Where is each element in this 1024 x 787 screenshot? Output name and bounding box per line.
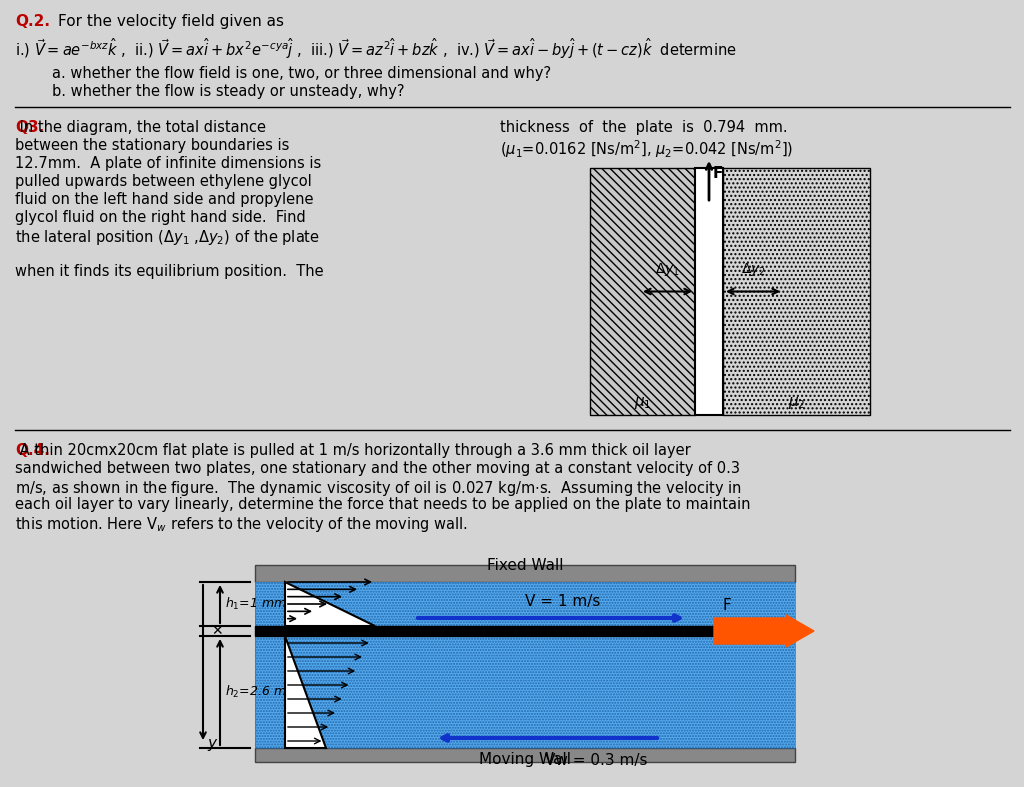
Bar (255, 748, 795, 762)
Text: For the velocity field given as: For the velocity field given as (58, 14, 284, 29)
Text: In the diagram, the total distance: In the diagram, the total distance (15, 120, 266, 135)
Bar (723, 168, 870, 415)
Text: glycol fluid on the right hand side.  Find: glycol fluid on the right hand side. Fin… (15, 210, 306, 225)
Text: when it finds its equilibrium position.  The: when it finds its equilibrium position. … (15, 264, 324, 279)
Bar (255, 636, 795, 748)
Text: Q.4.: Q.4. (15, 443, 50, 458)
Text: b. whether the flow is steady or unsteady, why?: b. whether the flow is steady or unstead… (52, 84, 404, 99)
Text: $\mu_1$: $\mu_1$ (634, 395, 651, 411)
Text: Q.2.: Q.2. (15, 14, 50, 29)
Polygon shape (285, 582, 375, 626)
Text: thickness  of  the  plate  is  0.794  mm.: thickness of the plate is 0.794 mm. (500, 120, 787, 135)
Text: each oil layer to vary linearly, determine the force that needs to be applied on: each oil layer to vary linearly, determi… (15, 497, 751, 512)
Bar (695, 168, 723, 415)
Text: sandwiched between two plates, one stationary and the other moving at a constant: sandwiched between two plates, one stati… (15, 461, 740, 476)
Bar (255, 582, 795, 626)
Bar (255, 626, 714, 636)
Text: i.) $\vec{V} = ae^{-bxz}\hat{k}$ ,  ii.) $\vec{V} = ax\hat{i} + bx^2e^{-cya}\hat: i.) $\vec{V} = ae^{-bxz}\hat{k}$ , ii.) … (15, 36, 736, 61)
Text: F: F (713, 166, 723, 181)
Text: ($\mu_1$=0.0162 [Ns/m$^2$], $\mu_2$=0.042 [Ns/m$^2$]): ($\mu_1$=0.0162 [Ns/m$^2$], $\mu_2$=0.04… (500, 138, 794, 160)
Polygon shape (285, 636, 326, 748)
Text: Vw = 0.3 m/s: Vw = 0.3 m/s (545, 753, 647, 768)
Text: $h_1$=1 mm: $h_1$=1 mm (225, 596, 287, 612)
FancyArrow shape (714, 615, 814, 647)
Text: a. whether the flow field is one, two, or three dimensional and why?: a. whether the flow field is one, two, o… (52, 66, 551, 81)
Text: between the stationary boundaries is: between the stationary boundaries is (15, 138, 290, 153)
Text: fluid on the left hand side and propylene: fluid on the left hand side and propylen… (15, 192, 313, 207)
Text: V = 1 m/s: V = 1 m/s (525, 594, 600, 609)
Text: $\Delta y_1$: $\Delta y_1$ (655, 260, 680, 278)
Text: Q3.: Q3. (15, 120, 44, 135)
Text: y: y (207, 736, 216, 751)
Text: A thin 20cmx20cm flat plate is pulled at 1 m/s horizontally through a 3.6 mm thi: A thin 20cmx20cm flat plate is pulled at… (15, 443, 691, 458)
Text: ✕: ✕ (211, 624, 223, 638)
Bar (590, 168, 695, 415)
Text: 12.7mm.  A plate of infinite dimensions is: 12.7mm. A plate of infinite dimensions i… (15, 156, 322, 171)
Text: F: F (722, 598, 731, 613)
Text: m/s, as shown in the figure.  The dynamic viscosity of oil is 0.027 kg/m$\cdot$s: m/s, as shown in the figure. The dynamic… (15, 479, 741, 498)
Bar (255, 636, 795, 748)
Bar (255, 565, 795, 582)
Text: this motion. Here V$_w$ refers to the velocity of the moving wall.: this motion. Here V$_w$ refers to the ve… (15, 515, 468, 534)
Bar (255, 582, 795, 626)
Text: the lateral position ($\Delta y_1$ ,$\Delta y_2$) of the plate: the lateral position ($\Delta y_1$ ,$\De… (15, 228, 319, 247)
Text: $\mu_2$: $\mu_2$ (787, 395, 805, 411)
Text: $\Delta y_2$: $\Delta y_2$ (740, 260, 766, 278)
Text: $h_2$=2.6 mm: $h_2$=2.6 mm (225, 684, 299, 700)
Text: pulled upwards between ethylene glycol: pulled upwards between ethylene glycol (15, 174, 311, 189)
Text: Moving Wall: Moving Wall (479, 752, 571, 767)
Text: Fixed Wall: Fixed Wall (486, 558, 563, 573)
